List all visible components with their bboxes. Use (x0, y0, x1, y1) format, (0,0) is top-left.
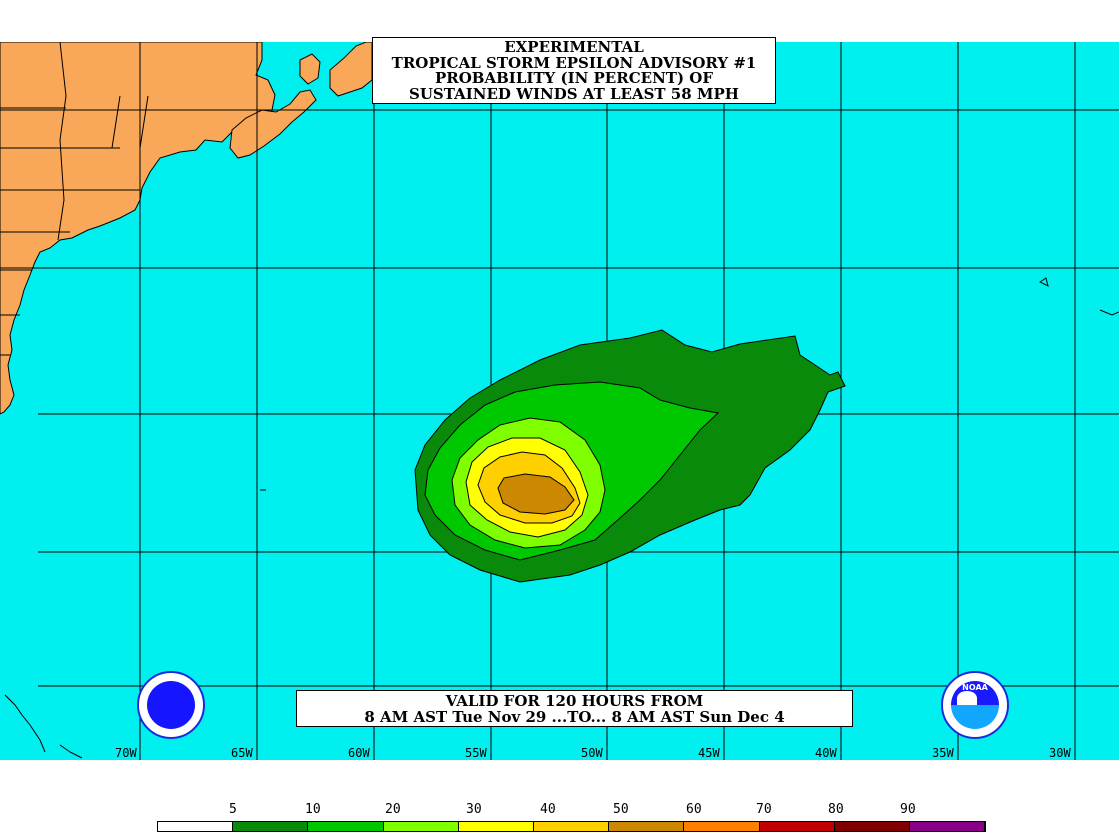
island-markers (4, 277, 1119, 759)
newfoundland-land (329, 42, 373, 97)
lon-label-35w: 35W (932, 746, 954, 760)
cape-breton-land (299, 53, 321, 85)
map-svg (0, 42, 1119, 760)
title-line-1: EXPERIMENTAL (504, 38, 644, 56)
legend-swatch-3 (383, 822, 459, 831)
nova-scotia-land (229, 89, 317, 159)
legend-color-bar (157, 821, 986, 832)
legend-label-40: 40 (540, 802, 556, 817)
nws-logo-icon (137, 671, 205, 739)
legend-label-10: 10 (305, 802, 321, 817)
legend-label-90: 90 (900, 802, 916, 817)
legend-swatch-5 (533, 822, 610, 831)
title-line-3: PROBABILITY (IN PERCENT) OF (435, 69, 713, 87)
lon-label-65w: 65W (231, 746, 253, 760)
legend-swatch-6 (609, 822, 685, 831)
legend-swatch-7 (684, 822, 760, 831)
lon-label-55w: 55W (465, 746, 487, 760)
noaa-gull-icon (957, 691, 977, 705)
noaa-logo-inner (951, 681, 999, 729)
valid-line-2: 8 AM AST Tue Nov 29 ...TO... 8 AM AST Su… (364, 708, 785, 726)
title-line-2: TROPICAL STORM EPSILON ADVISORY #1 (391, 53, 757, 72)
valid-box: VALID FOR 120 HOURS FROM 8 AM AST Tue No… (296, 690, 853, 727)
lon-label-40w: 40W (815, 746, 837, 760)
noaa-logo-text: NOAA (962, 683, 988, 692)
noaa-logo-icon: NOAA (941, 671, 1009, 739)
legend-swatch-9 (834, 822, 910, 831)
legend-swatch-4 (458, 822, 534, 831)
lon-label-60w: 60W (348, 746, 370, 760)
valid-line-1: VALID FOR 120 HOURS FROM (445, 692, 704, 710)
lon-label-30w: 30W (1049, 746, 1071, 760)
state-borders (0, 42, 149, 356)
legend-label-70: 70 (756, 802, 772, 817)
north-america-land (0, 42, 276, 415)
legend-label-50: 50 (613, 802, 629, 817)
legend-label-5: 5 (229, 802, 237, 817)
legend-swatch-8 (759, 822, 835, 831)
legend-swatch-1 (233, 822, 309, 831)
lon-label-50w: 50W (581, 746, 603, 760)
nws-logo-inner (147, 681, 195, 729)
legend-label-30: 30 (466, 802, 482, 817)
legend-swatch-0 (158, 822, 234, 831)
legend-swatch-10 (909, 822, 986, 831)
legend-swatch-2 (308, 822, 384, 831)
title-line-4: SUSTAINED WINDS AT LEAST 58 MPH (409, 84, 739, 103)
map-area (0, 42, 1119, 760)
lon-label-70w: 70W (115, 746, 137, 760)
lon-label-45w: 45W (698, 746, 720, 760)
contour-50-60 (497, 473, 575, 515)
legend-label-80: 80 (828, 802, 844, 817)
title-box: EXPERIMENTAL TROPICAL STORM EPSILON ADVI… (372, 37, 776, 104)
legend-label-20: 20 (385, 802, 401, 817)
legend-label-60: 60 (686, 802, 702, 817)
